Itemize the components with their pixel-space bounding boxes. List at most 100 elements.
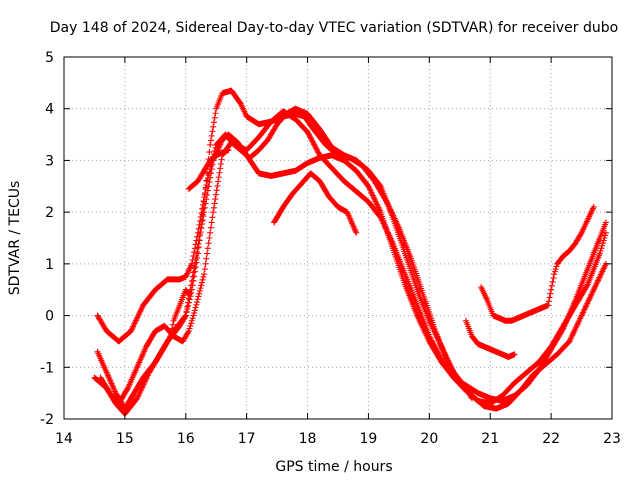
data-point-run bbox=[274, 111, 289, 127]
data-point-run bbox=[542, 351, 560, 368]
data-point-run bbox=[153, 276, 170, 293]
series-track-4 bbox=[97, 105, 475, 407]
series-track-2 bbox=[94, 87, 609, 412]
data-point-run bbox=[402, 273, 420, 307]
data-point-run bbox=[475, 390, 493, 402]
data-point-run bbox=[536, 347, 554, 372]
data-point-run bbox=[512, 382, 530, 399]
data-point-run bbox=[116, 328, 134, 344]
data-point-run bbox=[551, 263, 560, 275]
data-point-run bbox=[177, 288, 189, 307]
y-tick-label: -1 bbox=[40, 360, 54, 376]
data-point-run bbox=[478, 285, 490, 302]
data-point-run bbox=[317, 153, 335, 171]
data-point-run bbox=[494, 400, 511, 412]
data-point-run bbox=[408, 257, 426, 296]
x-tick-label: 22 bbox=[542, 431, 560, 447]
series-track-7 bbox=[271, 170, 360, 236]
data-point-run bbox=[305, 130, 323, 157]
data-point-run bbox=[183, 289, 195, 316]
data-point-run bbox=[98, 375, 112, 395]
data-point-run bbox=[545, 290, 554, 305]
data-point-run bbox=[414, 304, 432, 338]
y-tick-label: 4 bbox=[45, 102, 54, 118]
data-point-run bbox=[341, 178, 359, 194]
data-point-run bbox=[597, 232, 609, 254]
data-point-run bbox=[95, 350, 109, 374]
x-tick-label: 23 bbox=[603, 431, 621, 447]
data-point-run bbox=[244, 113, 262, 127]
data-marks bbox=[91, 87, 609, 417]
data-point-run bbox=[366, 184, 383, 214]
data-point-run bbox=[305, 155, 323, 166]
data-point-run bbox=[390, 216, 408, 255]
data-point-run bbox=[122, 396, 140, 416]
series-track-8 bbox=[462, 317, 518, 360]
data-point bbox=[185, 328, 192, 335]
data-point-run bbox=[341, 152, 359, 164]
data-point-run bbox=[329, 165, 347, 184]
data-point-run bbox=[439, 357, 456, 380]
y-tick-label: 2 bbox=[45, 205, 54, 221]
data-point-run bbox=[171, 304, 182, 322]
data-point bbox=[204, 178, 211, 185]
data-point-run bbox=[512, 370, 530, 386]
data-point-run bbox=[180, 329, 192, 344]
y-tick-label: 0 bbox=[45, 309, 54, 325]
data-point bbox=[167, 333, 174, 340]
data-point-run bbox=[131, 375, 146, 395]
data-point-run bbox=[104, 371, 119, 395]
data-point-run bbox=[585, 252, 603, 286]
data-point bbox=[201, 271, 208, 278]
data-point-run bbox=[302, 114, 316, 132]
chart-title: Day 148 of 2024, Sidereal Day-to-day VTE… bbox=[50, 20, 618, 36]
data-point-run bbox=[290, 181, 304, 197]
data-point-run bbox=[353, 189, 371, 205]
data-point-run bbox=[186, 309, 198, 332]
data-point-run bbox=[439, 345, 456, 374]
data-point-run bbox=[366, 168, 383, 189]
data-point-run bbox=[561, 298, 578, 330]
data-point-run bbox=[140, 287, 158, 308]
data-point-run bbox=[229, 139, 243, 153]
data-point-run bbox=[344, 210, 359, 235]
data-point-run bbox=[396, 226, 414, 260]
series-track-3 bbox=[94, 108, 609, 404]
data-point-run bbox=[484, 298, 496, 317]
data-point-run bbox=[414, 288, 432, 322]
y-tick-label: -2 bbox=[40, 412, 54, 428]
x-tick-label: 21 bbox=[481, 431, 499, 447]
x-tick-label: 15 bbox=[116, 431, 134, 447]
data-point-run bbox=[427, 334, 444, 362]
data-point-run bbox=[271, 205, 286, 225]
data-point-run bbox=[402, 283, 420, 317]
data-point bbox=[602, 229, 609, 236]
data-point-run bbox=[524, 367, 542, 388]
series-track-9 bbox=[478, 203, 597, 324]
data-point bbox=[590, 203, 597, 210]
data-point-run bbox=[366, 199, 383, 220]
data-point-run bbox=[567, 241, 578, 253]
series-track-6 bbox=[185, 147, 232, 192]
data-point bbox=[188, 260, 195, 267]
data-point-run bbox=[95, 313, 109, 333]
grid bbox=[64, 57, 612, 419]
data-point-run bbox=[500, 380, 517, 398]
data-point-run bbox=[116, 386, 131, 406]
x-tick-label: 14 bbox=[55, 431, 73, 447]
data-point-run bbox=[597, 221, 609, 240]
data-point-run bbox=[210, 156, 225, 211]
data-point-run bbox=[390, 241, 408, 276]
data-point bbox=[468, 395, 475, 402]
data-point bbox=[207, 141, 214, 148]
data-point-run bbox=[293, 160, 310, 174]
data-point-run bbox=[326, 194, 341, 210]
data-point-run bbox=[201, 214, 216, 273]
data-point-run bbox=[247, 147, 262, 161]
data-point-run bbox=[548, 275, 557, 289]
data-point-run bbox=[548, 326, 566, 351]
data-point-run bbox=[189, 233, 201, 263]
data-point-run bbox=[189, 178, 201, 189]
